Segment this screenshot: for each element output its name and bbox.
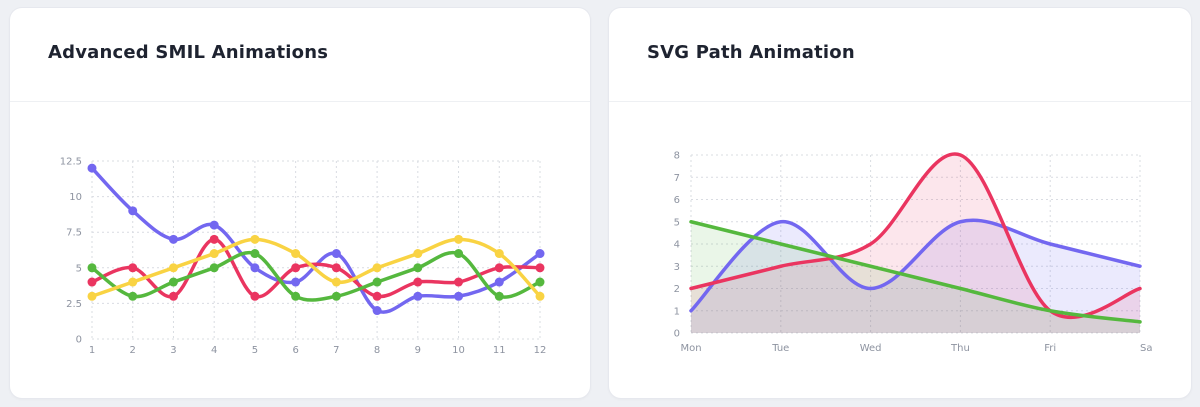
data-point (291, 263, 301, 273)
data-point (87, 277, 97, 287)
x-tick-label: Thu (950, 343, 970, 354)
series-area-2 (691, 153, 1140, 333)
data-point (454, 234, 464, 244)
data-point (454, 249, 464, 259)
x-tick-label: 4 (211, 345, 217, 356)
data-point (168, 234, 178, 244)
data-point (291, 277, 301, 287)
y-tick-label: 3 (674, 262, 680, 273)
data-point (535, 263, 545, 273)
data-point (331, 249, 341, 259)
data-point (128, 263, 138, 273)
data-point (250, 234, 260, 244)
x-tick-label: 8 (374, 345, 380, 356)
x-tick-label: 10 (452, 345, 465, 356)
data-point (372, 291, 382, 301)
x-tick-label: 1 (89, 345, 95, 356)
series-line-3 (689, 220, 1142, 324)
y-tick-label: 10 (69, 192, 82, 203)
data-point (87, 291, 97, 301)
grid (91, 160, 541, 340)
data-point (331, 291, 341, 301)
x-tick-label: 7 (333, 345, 339, 356)
x-tick-label: Sa (1140, 343, 1152, 354)
data-point (413, 263, 423, 273)
x-tick-label: Fri (1044, 343, 1056, 354)
data-point (494, 277, 504, 287)
y-tick-label: 8 (674, 151, 680, 162)
data-point (291, 291, 301, 301)
card-header: SVG Path Animation (609, 8, 1191, 102)
y-tick-label: 5 (76, 263, 82, 274)
data-point (128, 206, 138, 216)
y-tick-label: 0 (76, 335, 82, 346)
card-title: SVG Path Animation (647, 42, 855, 63)
data-point (535, 249, 545, 259)
x-tick-label: 11 (493, 345, 506, 356)
data-point (372, 277, 382, 287)
data-point (250, 249, 260, 259)
data-point (372, 306, 382, 316)
data-point (413, 249, 423, 259)
data-point (454, 291, 464, 301)
data-point (494, 249, 504, 259)
data-point (331, 277, 341, 287)
data-point (209, 220, 219, 230)
x-tick-label: 5 (252, 345, 258, 356)
data-point (413, 277, 423, 287)
data-point (535, 291, 545, 301)
y-tick-label: 2 (674, 284, 680, 295)
data-point (372, 263, 382, 273)
data-point (250, 263, 260, 273)
data-point (128, 277, 138, 287)
y-tick-label: 4 (674, 240, 680, 251)
data-point (168, 263, 178, 273)
data-point (168, 277, 178, 287)
card-header: Advanced SMIL Animations (10, 8, 590, 102)
data-point (128, 291, 138, 301)
data-point (168, 291, 178, 301)
y-tick-label: 12.5 (60, 157, 82, 168)
area-chart-path: 0 1 2 3 4 5 6 7 8 Mon Tue Wed Thu Fri Sa (674, 151, 1153, 355)
data-point (494, 291, 504, 301)
data-point (413, 291, 423, 301)
data-point (291, 249, 301, 259)
y-tick-label: 7.5 (66, 228, 82, 239)
data-point (250, 291, 260, 301)
y-tick-label: 5 (674, 217, 680, 228)
x-tick-label: 2 (130, 345, 136, 356)
data-point (454, 277, 464, 287)
chart-card-smil: Advanced SMIL Animations 0 2.5 5 7.5 10 12.5 1… (10, 8, 590, 398)
x-tick-label: 3 (170, 345, 176, 356)
x-tick-label: 12 (534, 345, 547, 356)
card-title: Advanced SMIL Animations (48, 42, 329, 63)
data-point (209, 234, 219, 244)
y-tick-label: 0 (674, 329, 680, 340)
x-tick-label: Tue (771, 343, 789, 354)
x-tick-label: Wed (860, 343, 882, 354)
chart-card-path: SVG Path Animation 0 1 2 3 4 5 6 7 8 Mon Tue Wed Thu… (609, 8, 1191, 398)
x-tick-label: Mon (680, 343, 701, 354)
data-point (331, 263, 341, 273)
y-tick-label: 6 (674, 195, 680, 206)
y-tick-label: 2.5 (66, 299, 82, 310)
x-tick-label: 6 (292, 345, 298, 356)
data-point (494, 263, 504, 273)
y-tick-label: 7 (674, 173, 680, 184)
data-point (209, 263, 219, 273)
data-point (209, 249, 219, 259)
y-tick-label: 1 (674, 306, 680, 317)
data-point (535, 277, 545, 287)
data-point (87, 263, 97, 273)
x-tick-label: 9 (415, 345, 421, 356)
data-point (87, 163, 97, 173)
series-line-2 (689, 152, 1142, 319)
